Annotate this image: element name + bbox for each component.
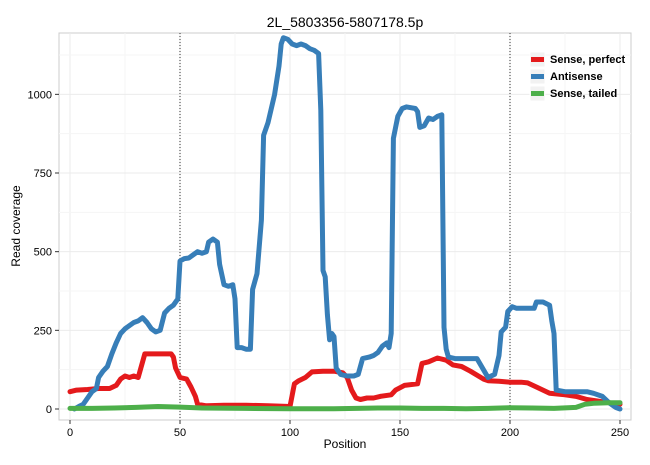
- y-tick-label: 1000: [28, 89, 52, 101]
- series-lines: [67, 35, 623, 412]
- y-tick-label: 750: [34, 168, 52, 180]
- x-tick-label: 100: [281, 427, 299, 439]
- y-tick-label: 0: [46, 404, 52, 416]
- y-axis-title: Read coverage: [9, 185, 23, 267]
- legend: Sense, perfect Antisense Sense, tailed: [529, 51, 626, 102]
- x-tick-label: 0: [67, 427, 73, 439]
- x-tick-label: 250: [611, 427, 629, 439]
- legend-label-sense-perfect: Sense, perfect: [550, 54, 626, 66]
- chart-title: 2L_5803356-5807178.5p: [267, 14, 424, 30]
- x-axis-ticks: 0 50 100 150 200 250: [67, 420, 629, 439]
- series-line-sense-tailed: [67, 400, 623, 412]
- x-tick-label: 150: [391, 427, 409, 439]
- x-tick-label: 200: [501, 427, 519, 439]
- x-tick-label: 50: [174, 427, 186, 439]
- legend-label-sense-tailed: Sense, tailed: [550, 88, 617, 100]
- x-axis-title: Position: [324, 437, 367, 451]
- legend-label-antisense: Antisense: [550, 71, 603, 83]
- y-tick-label: 500: [34, 247, 52, 259]
- y-tick-label: 250: [34, 325, 52, 337]
- y-axis-ticks: 0 250 500 750 1000: [28, 89, 59, 416]
- series-line-antisense: [71, 35, 623, 412]
- grid-lines: [59, 33, 631, 420]
- series-line-sense-perfect: [67, 351, 623, 409]
